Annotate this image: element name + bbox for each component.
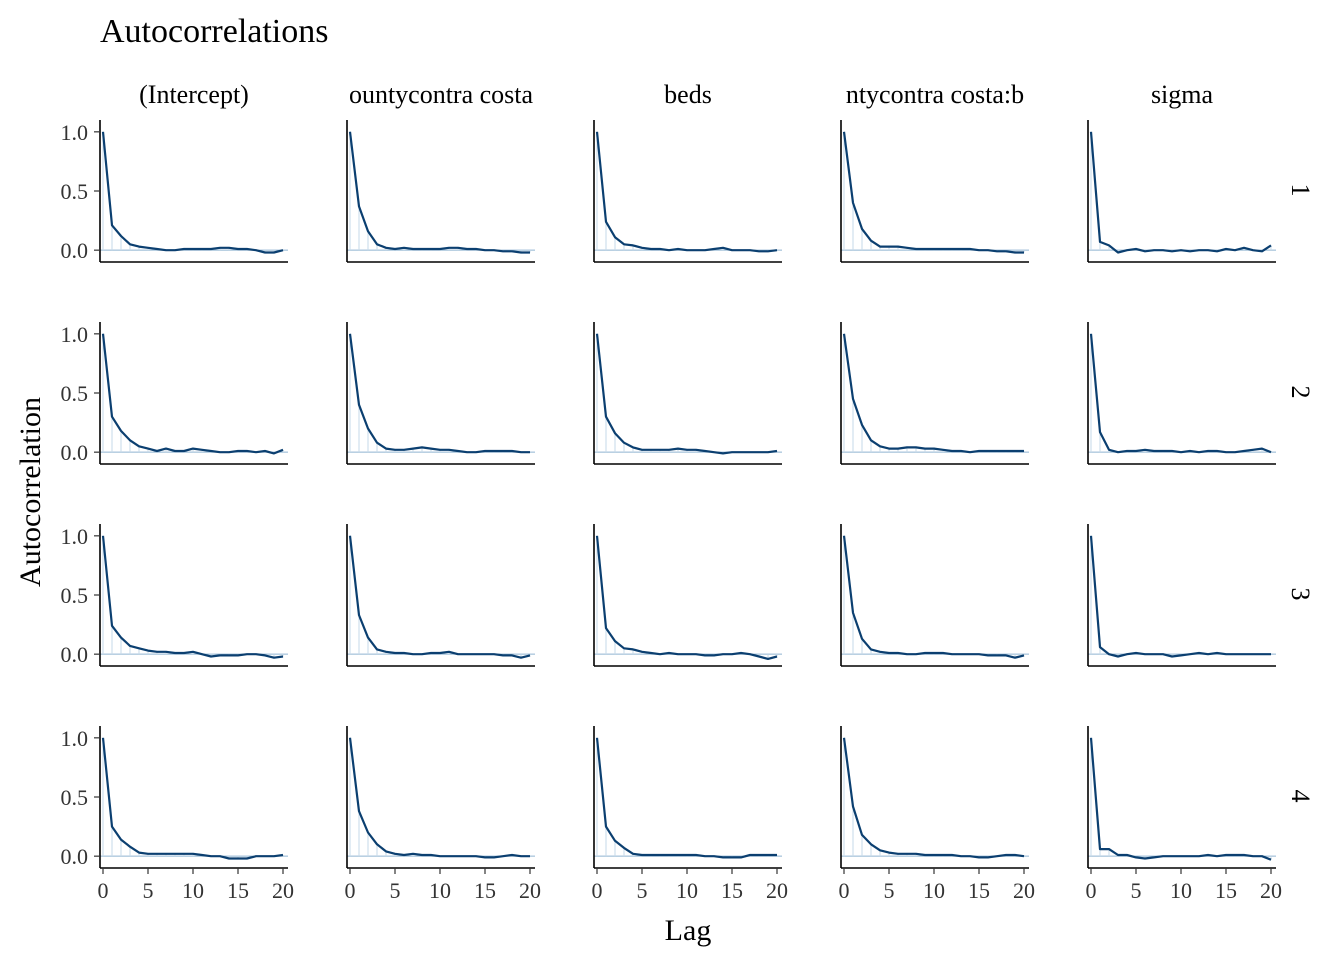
facet-panel	[346, 524, 535, 667]
facet-panel: 0 5 10 15 20	[345, 726, 541, 903]
facet-panel: 0.0 0.5 1.0	[61, 120, 288, 263]
facet-panel	[346, 322, 535, 465]
facet-panel	[1087, 120, 1276, 263]
autocorrelation-line	[348, 535, 531, 659]
autocorrelation-line	[842, 131, 1024, 254]
y-tick-label: 1.0	[61, 322, 89, 347]
x-tick-label: 10	[923, 878, 945, 903]
autocorrelation-line	[842, 535, 1025, 659]
x-tick-label: 10	[1170, 878, 1192, 903]
column-strip-label: beds	[664, 80, 712, 109]
x-tick-label: 5	[1131, 878, 1142, 903]
autocorrelation-line	[595, 535, 778, 661]
x-tick-label: 0	[1086, 878, 1097, 903]
y-tick-label: 1.0	[61, 120, 89, 145]
y-tick-label: 0.5	[61, 583, 89, 608]
autocorrelation-line	[1089, 333, 1272, 454]
y-axis-label: Autocorrelation	[14, 397, 47, 587]
facet-grid: (Intercept) ountycontra costa beds ntycontr…	[61, 80, 1316, 903]
y-tick-label: 0.0	[61, 238, 89, 263]
x-tick-label: 0	[98, 878, 109, 903]
facet-panel	[840, 322, 1029, 465]
x-axis-label: Lag	[665, 914, 712, 947]
x-tick-label: 15	[1215, 878, 1237, 903]
row-strip-label: 3	[1286, 588, 1315, 601]
autocorrelation-line	[595, 131, 778, 253]
y-tick-label: 0.5	[61, 179, 89, 204]
autocorrelation-line	[1089, 535, 1271, 658]
row-strip-label: 2	[1286, 386, 1315, 399]
autocorrelation-line	[348, 737, 530, 859]
autocorrelation-line	[348, 131, 530, 254]
y-tick-label: 0.5	[61, 785, 89, 810]
facet-panel	[1087, 524, 1276, 667]
column-strip-label: (Intercept)	[139, 80, 249, 109]
x-tick-label: 10	[429, 878, 451, 903]
facet-panel	[840, 120, 1029, 263]
autocorrelation-line	[1089, 737, 1272, 861]
x-tick-label: 0	[592, 878, 603, 903]
row-strip-label: 1	[1286, 184, 1315, 197]
x-tick-label: 20	[766, 878, 788, 903]
y-tick-label: 0.0	[61, 440, 89, 465]
column-strip-label: sigma	[1151, 80, 1214, 109]
y-tick-label: 1.0	[61, 726, 89, 751]
x-tick-label: 15	[474, 878, 496, 903]
row-strip-label: 4	[1286, 790, 1315, 803]
facet-panel: 0 5 10 15 20	[1086, 726, 1282, 903]
autocorrelation-line	[348, 333, 530, 454]
x-tick-label: 15	[721, 878, 743, 903]
y-tick-label: 0.0	[61, 642, 89, 667]
facet-panel	[346, 120, 535, 263]
y-tick-label: 0.0	[61, 844, 89, 869]
autocorrelation-line	[101, 131, 284, 254]
x-tick-label: 20	[1260, 878, 1282, 903]
facet-panel: 0.0 0.5 1.0	[61, 322, 288, 465]
facet-panel	[1087, 322, 1276, 465]
column-strip-label: ntycontra costa:b	[846, 80, 1024, 109]
x-tick-label: 20	[1013, 878, 1035, 903]
autocorrelation-line	[595, 737, 777, 859]
facet-panel: 0.0 0.5 1.0 0 5 10 15 20	[61, 726, 295, 903]
x-tick-label: 20	[519, 878, 541, 903]
x-tick-label: 5	[884, 878, 895, 903]
autocorrelation-line	[1089, 131, 1272, 254]
autocorrelation-line	[842, 737, 1025, 859]
x-tick-label: 5	[143, 878, 154, 903]
chart-title: Autocorrelations	[100, 13, 329, 50]
x-tick-label: 0	[345, 878, 356, 903]
x-tick-label: 10	[676, 878, 698, 903]
facet-panel: 0.0 0.5 1.0	[61, 524, 288, 667]
column-strip-label: ountycontra costa	[349, 80, 534, 109]
facet-panel: 0 5 10 15 20	[839, 726, 1035, 903]
x-tick-label: 20	[272, 878, 294, 903]
x-tick-label: 5	[390, 878, 401, 903]
x-tick-label: 15	[968, 878, 990, 903]
facet-panel	[593, 524, 782, 667]
x-tick-label: 15	[227, 878, 249, 903]
x-tick-label: 0	[839, 878, 850, 903]
autocorrelation-line	[101, 737, 284, 860]
facet-panel	[593, 322, 782, 465]
autocorrelation-line	[101, 333, 284, 455]
y-tick-label: 1.0	[61, 524, 89, 549]
facet-panel	[593, 120, 782, 263]
autocorrelation-line	[595, 333, 778, 455]
autocorrelation-line	[842, 333, 1024, 454]
x-tick-label: 10	[182, 878, 204, 903]
autocorrelation-line	[101, 535, 284, 659]
facet-panel	[840, 524, 1029, 667]
y-tick-label: 0.5	[61, 381, 89, 406]
x-tick-label: 5	[637, 878, 648, 903]
facet-panel: 0 5 10 15 20	[592, 726, 788, 903]
